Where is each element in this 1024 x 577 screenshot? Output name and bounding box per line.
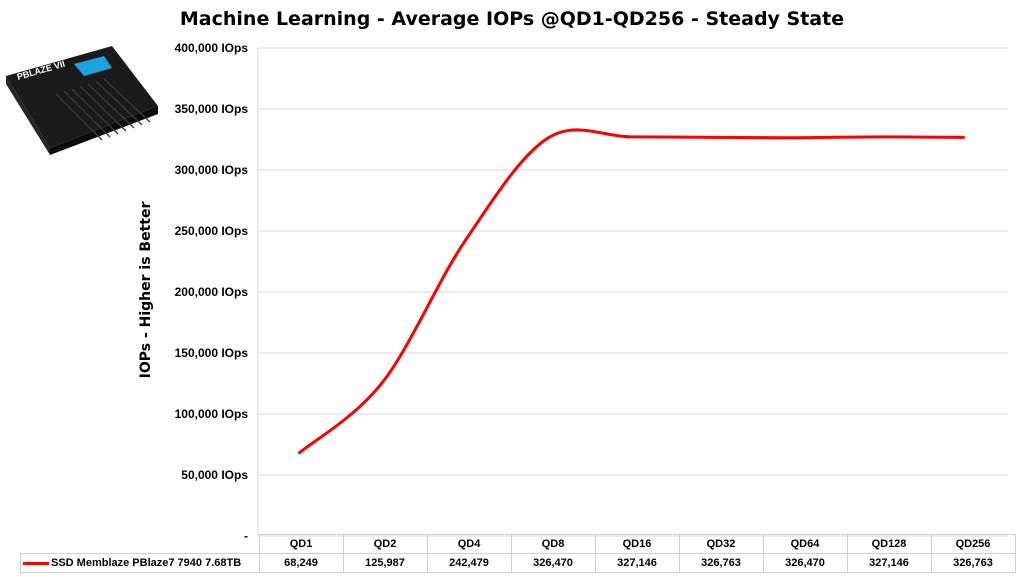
chart-title: Machine Learning - Average IOPs @QD1-QD2…	[179, 8, 845, 30]
ssd-product-image: PBLAZE VII	[6, 46, 158, 155]
data-value-label: 326,763	[678, 553, 764, 573]
data-table-header-row: QD1 QD2 QD4 QD8 QD16 QD32 QD64 QD128 QD256	[20, 534, 1016, 554]
category-label: QD8	[510, 534, 596, 554]
y-tick-label: 50,000 IOps	[181, 468, 248, 482]
legend-line-key	[23, 561, 49, 565]
y-tick-label: 150,000 IOps	[175, 346, 249, 360]
y-axis-label: IOPs - Higher is Better	[138, 202, 154, 379]
category-label: QD64	[762, 534, 848, 554]
data-value-label: 242,479	[426, 553, 512, 573]
y-tick-label: 200,000 IOps	[175, 285, 249, 299]
y-tick-label: 400,000 IOps	[175, 41, 249, 55]
category-label: QD2	[342, 534, 428, 554]
data-value-label: 327,146	[594, 553, 680, 573]
category-label: QD1	[258, 534, 344, 554]
data-table: QD1 QD2 QD4 QD8 QD16 QD32 QD64 QD128 QD256 SSD M…	[20, 534, 1016, 573]
legend-entry: SSD Memblaze PBlaze7 7940 7.68TB	[20, 553, 260, 573]
category-label: QD16	[594, 534, 680, 554]
category-label: QD128	[846, 534, 932, 554]
y-tick-label: 350,000 IOps	[175, 102, 249, 116]
data-value-label: 327,146	[846, 553, 932, 573]
category-label: QD256	[930, 534, 1016, 554]
legend-series-name: SSD Memblaze PBlaze7 7940 7.68TB	[51, 557, 242, 569]
category-label: QD32	[678, 534, 764, 554]
y-tick-label: 250,000 IOps	[175, 224, 249, 238]
data-value-label: 326,470	[510, 553, 596, 573]
data-value-label: 326,470	[762, 553, 848, 573]
data-value-label: 125,987	[342, 553, 428, 573]
data-table-series-row: SSD Memblaze PBlaze7 7940 7.68TB 68,249 12…	[20, 553, 1016, 573]
category-label: QD4	[426, 534, 512, 554]
data-value-label: 326,763	[930, 553, 1016, 573]
series-line	[298, 128, 965, 455]
y-tick-label: 300,000 IOps	[175, 163, 249, 177]
y-tick-label: 100,000 IOps	[175, 407, 249, 421]
data-value-label: 68,249	[258, 553, 344, 573]
data-table-corner	[20, 534, 260, 554]
